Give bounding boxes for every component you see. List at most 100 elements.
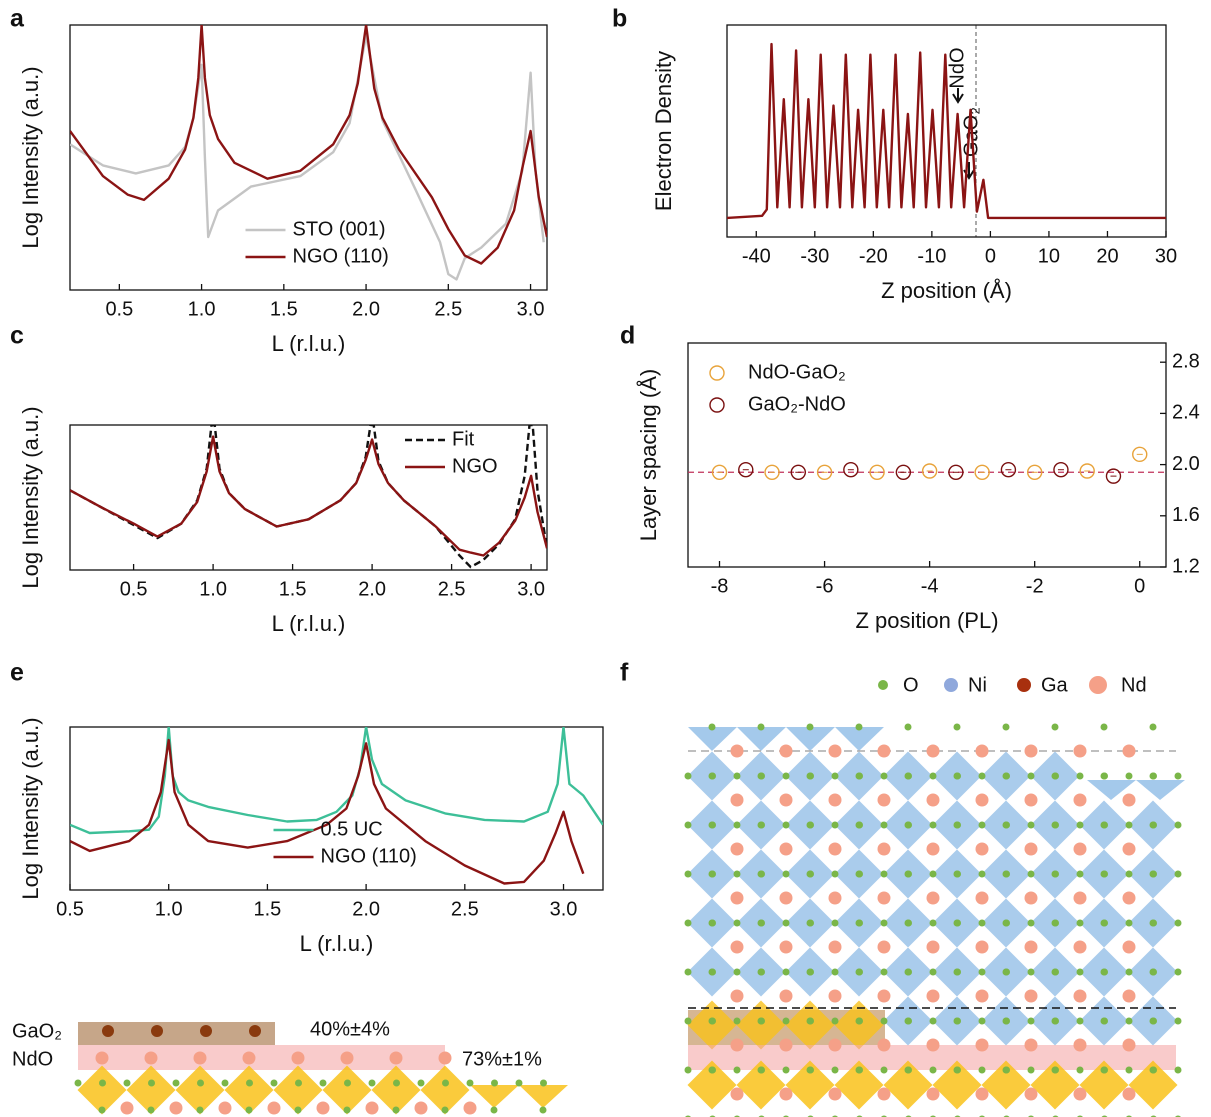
atom-label: Nd (1121, 674, 1147, 696)
point (1026, 464, 1043, 480)
octahedron (736, 1060, 786, 1110)
octahedron (126, 1065, 176, 1115)
o-atom (1027, 821, 1035, 829)
point (1105, 468, 1122, 484)
nd-atom (1122, 1038, 1136, 1052)
o-atom (855, 821, 863, 829)
nd-atom (926, 744, 940, 758)
y-tick-label: 1.2 (1172, 555, 1200, 577)
o-atom (196, 1106, 204, 1114)
o-atom (1149, 1066, 1157, 1074)
point (948, 464, 964, 480)
o-atom (904, 821, 912, 829)
nd-atom (779, 1087, 793, 1101)
nd-atom (1024, 842, 1038, 856)
o-atom (806, 870, 814, 878)
o-atom (1027, 968, 1035, 976)
x-tick-label: -40 (742, 245, 771, 267)
o-atom (515, 1079, 523, 1087)
nd-atom (828, 940, 842, 954)
x-tick-label: 2.0 (352, 298, 380, 320)
o-atom (1149, 870, 1157, 878)
octahedron (1136, 780, 1185, 800)
nd-atom (975, 1038, 989, 1052)
plot-frame (726, 24, 1167, 238)
o-atom (953, 772, 961, 780)
ga-layer (78, 1022, 275, 1045)
octahedron (77, 1065, 127, 1115)
o-atom (1076, 919, 1084, 927)
o-atom (855, 1017, 863, 1025)
octahedron (785, 1060, 835, 1110)
o-atom (1100, 919, 1108, 927)
y-axis-label: Log Intensity (a.u.) (18, 717, 43, 899)
o-atom (1027, 919, 1035, 927)
o-atom (904, 772, 912, 780)
o-atom (708, 821, 716, 829)
o-atom (1002, 1017, 1010, 1025)
o-atom (540, 1079, 547, 1087)
atom-key (944, 678, 958, 692)
o-atom (1100, 1017, 1108, 1025)
octahedron (688, 727, 737, 751)
atom-label: Ga (1041, 674, 1069, 696)
o-atom (1002, 919, 1010, 927)
o-atom (1100, 723, 1108, 731)
nd-atom (926, 1087, 940, 1101)
octahedron (834, 1060, 884, 1110)
x-tick-label: 1.5 (279, 578, 307, 600)
x-tick-label: -4 (921, 575, 939, 597)
o-atom (733, 1066, 741, 1074)
o-atom (929, 1017, 937, 1025)
x-axis-label: Z position (PL) (855, 608, 998, 633)
legend-label: GaO₂-NdO (748, 393, 846, 415)
nd-atom (975, 793, 989, 807)
o-atom (953, 968, 961, 976)
arrow (952, 88, 964, 104)
y-axis-label: Layer spacing (Å) (636, 369, 661, 541)
o-atom (172, 1079, 180, 1087)
o-atom (1174, 919, 1182, 927)
o-atom (757, 1017, 765, 1025)
point (764, 464, 780, 480)
ga-atom (200, 1025, 212, 1037)
o-atom (757, 968, 765, 976)
o-atom (1002, 870, 1010, 878)
nd-atom (975, 891, 989, 905)
x-tick-label: -2 (1026, 575, 1044, 597)
nd-atom (1073, 989, 1087, 1003)
o-atom (708, 968, 716, 976)
series-line (727, 42, 1166, 220)
legend-label: NGO (110) (321, 845, 417, 867)
o-atom (197, 1079, 204, 1087)
o-atom (757, 821, 765, 829)
o-atom (1051, 1017, 1059, 1025)
o-atom (904, 919, 912, 927)
o-atom (74, 1079, 82, 1087)
nd-atom (779, 842, 793, 856)
o-atom (929, 870, 937, 878)
octahedron (420, 1065, 470, 1115)
nd-atom (730, 891, 744, 905)
plot-area (711, 446, 1148, 484)
nd-atom (779, 1038, 793, 1052)
nd-atom (926, 891, 940, 905)
o-atom (953, 919, 961, 927)
nd-atom (828, 989, 842, 1003)
y-tick-label: 2.8 (1172, 350, 1200, 372)
o-atom (368, 1079, 376, 1087)
legend-label: NdO-GaO₂ (748, 361, 846, 383)
nd-atom (926, 793, 940, 807)
o-atom (978, 1017, 986, 1025)
nd-atom (1024, 891, 1038, 905)
o-atom (880, 1066, 888, 1074)
atom-key (1017, 678, 1031, 692)
nd-atom (975, 744, 989, 758)
annotation: NdO (946, 47, 968, 88)
o-atom (294, 1106, 302, 1114)
o-atom (1027, 772, 1035, 780)
nd-atom (1073, 1038, 1087, 1052)
o-atom (1051, 1066, 1059, 1074)
o-atom (806, 1066, 814, 1074)
panel-label: d (620, 322, 635, 350)
